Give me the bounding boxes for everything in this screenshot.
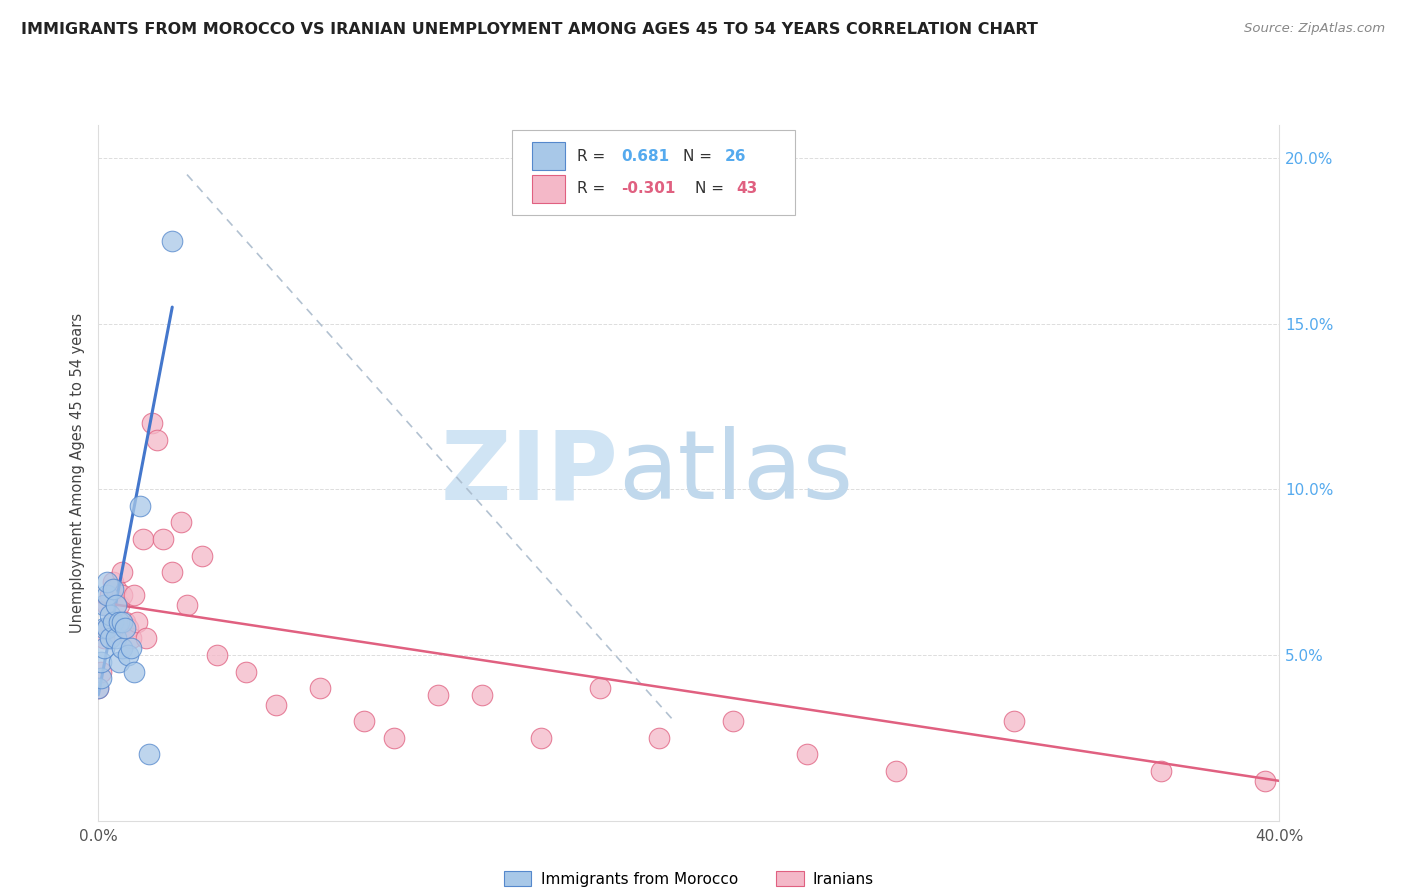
Point: [1254, 773, 1277, 788]
Point: [111, 565, 134, 579]
Point: [146, 433, 169, 447]
Point: [427, 688, 450, 702]
Text: R =: R =: [576, 181, 610, 196]
Text: ZIP: ZIP: [440, 426, 619, 519]
Point: [93, 632, 115, 646]
Point: [96, 575, 118, 590]
Point: [125, 615, 148, 629]
Point: [90, 665, 112, 679]
Point: [382, 731, 405, 745]
Text: R =: R =: [576, 149, 610, 164]
Point: [105, 632, 128, 646]
Point: [176, 599, 198, 613]
Point: [309, 681, 332, 695]
Point: [135, 632, 157, 646]
Point: [796, 747, 818, 762]
Point: [162, 565, 183, 579]
FancyBboxPatch shape: [531, 175, 565, 202]
Point: [1150, 764, 1173, 778]
Point: [120, 641, 142, 656]
Point: [132, 532, 155, 546]
Point: [152, 532, 174, 546]
Point: [1002, 714, 1025, 729]
Point: [103, 582, 125, 596]
Point: [128, 499, 150, 513]
Text: 0.681: 0.681: [621, 149, 669, 164]
Point: [353, 714, 375, 729]
Point: [191, 549, 214, 563]
Text: 26: 26: [724, 149, 745, 164]
Point: [98, 632, 121, 646]
Point: [117, 648, 139, 662]
Text: Source: ZipAtlas.com: Source: ZipAtlas.com: [1244, 22, 1385, 36]
Point: [96, 622, 118, 636]
Point: [108, 599, 131, 613]
Point: [87, 681, 110, 695]
Point: [471, 688, 494, 702]
Legend: Immigrants from Morocco, Iranians: Immigrants from Morocco, Iranians: [498, 865, 880, 892]
Point: [205, 648, 228, 662]
FancyBboxPatch shape: [512, 130, 796, 215]
Point: [111, 641, 134, 656]
Point: [90, 671, 112, 685]
Point: [108, 615, 131, 629]
Point: [114, 615, 136, 629]
Text: IMMIGRANTS FROM MOROCCO VS IRANIAN UNEMPLOYMENT AMONG AGES 45 TO 54 YEARS CORREL: IMMIGRANTS FROM MOROCCO VS IRANIAN UNEMP…: [21, 22, 1038, 37]
Point: [103, 575, 125, 590]
Point: [138, 747, 160, 762]
Text: atlas: atlas: [619, 426, 853, 519]
Point: [648, 731, 671, 745]
Text: -0.301: -0.301: [621, 181, 676, 196]
FancyBboxPatch shape: [531, 142, 565, 170]
Point: [111, 588, 134, 602]
Point: [93, 599, 115, 613]
Point: [103, 615, 125, 629]
Y-axis label: Unemployment Among Ages 45 to 54 years: Unemployment Among Ages 45 to 54 years: [70, 313, 86, 632]
Point: [96, 599, 118, 613]
Point: [111, 615, 134, 629]
Text: 43: 43: [737, 181, 758, 196]
Point: [120, 632, 142, 646]
Point: [96, 622, 118, 636]
Text: N =: N =: [683, 149, 717, 164]
Point: [723, 714, 745, 729]
Point: [87, 681, 110, 695]
Point: [122, 665, 145, 679]
Point: [98, 588, 121, 602]
Point: [141, 416, 163, 430]
Point: [103, 615, 125, 629]
Point: [530, 731, 553, 745]
Point: [105, 582, 128, 596]
Point: [90, 655, 112, 669]
Point: [589, 681, 612, 695]
Point: [122, 588, 145, 602]
Point: [117, 622, 139, 636]
Point: [98, 608, 121, 623]
Point: [170, 516, 193, 530]
Point: [93, 622, 115, 636]
Point: [235, 665, 257, 679]
Point: [108, 655, 131, 669]
Text: N =: N =: [695, 181, 728, 196]
Point: [105, 599, 128, 613]
Point: [162, 234, 183, 248]
Point: [264, 698, 287, 712]
Point: [93, 641, 115, 656]
Point: [884, 764, 907, 778]
Point: [114, 622, 136, 636]
Point: [96, 588, 118, 602]
